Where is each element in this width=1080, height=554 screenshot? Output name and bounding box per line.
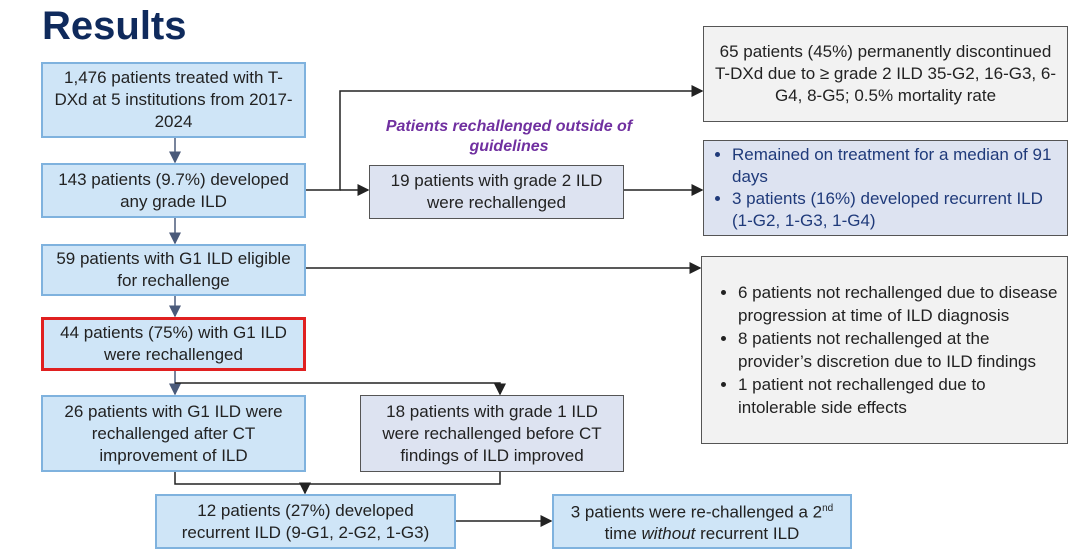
box-g1-rechallenged: 44 patients (75%) with G1 ILD were recha…	[41, 317, 306, 371]
box-treated: 1,476 patients treated with T-DXd at 5 i…	[41, 62, 306, 138]
box-recurrent: 12 patients (27%) developed recurrent IL…	[155, 494, 456, 549]
box-g1-eligible: 59 patients with G1 ILD eligible for rec…	[41, 244, 306, 296]
page-title: Results	[42, 4, 187, 48]
box-before-ct: 18 patients with grade 1 ILD were rechal…	[360, 395, 624, 472]
box-grade2-outcomes: Remained on treatment for a median of 91…	[703, 140, 1068, 236]
box-grade2-rechallenged: 19 patients with grade 2 ILD were rechal…	[369, 165, 624, 219]
second-time-text: 3 patients were re-challenged a 2nd time…	[570, 502, 834, 544]
reason-item: 6 patients not rechallenged due to disea…	[738, 281, 1061, 327]
reason-item: 1 patient not rechallenged due to intole…	[738, 373, 1061, 419]
box-any-ild: 143 patients (9.7%) developed any grade …	[41, 163, 306, 218]
box-not-rechallenged: 6 patients not rechallenged due to disea…	[701, 256, 1068, 444]
box-second-time: 3 patients were re-challenged a 2nd time…	[552, 494, 852, 549]
reason-item: 8 patients not rechallenged at the provi…	[738, 327, 1061, 373]
outside-guidelines-label: Patients rechallenged outside of guideli…	[385, 118, 633, 155]
outcome-item: 3 patients (16%) developed recurrent ILD…	[732, 188, 1061, 232]
box-after-ct: 26 patients with G1 ILD were rechallenge…	[41, 395, 306, 472]
arrow-to-before-ct	[175, 382, 506, 396]
outcome-item: Remained on treatment for a median of 91…	[732, 144, 1061, 188]
box-discontinued: 65 patients (45%) permanently discontinu…	[703, 26, 1068, 122]
arrow-to-discontinued	[306, 85, 704, 191]
merge-line	[174, 472, 501, 485]
